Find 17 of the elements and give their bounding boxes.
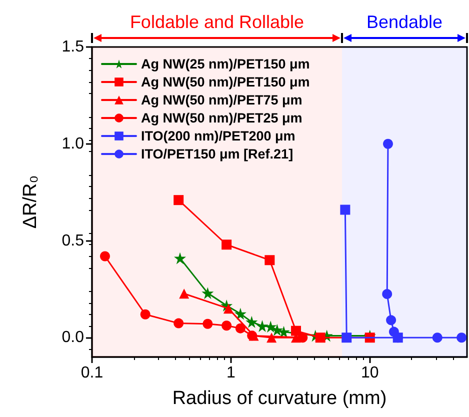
legend-label: Ag NW(50 nm)/PET25 μm xyxy=(141,110,302,126)
x-tick-label: 10 xyxy=(360,364,379,382)
legend-label: Ag NW(25 nm)/PET150 μm xyxy=(141,56,310,72)
y-tick-label: 1.5 xyxy=(62,38,84,56)
legend-label: ITO/PET150 μm [Ref.21] xyxy=(141,146,294,162)
y-tick-label: 1.0 xyxy=(62,135,84,152)
y-tick-label: 0.0 xyxy=(62,329,84,346)
x-axis-title: Radius of curvature (mm) xyxy=(172,388,387,409)
y-tick-label: 0.5 xyxy=(62,232,84,250)
band-label: Bendable xyxy=(366,12,443,32)
legend-label: Ag NW(50 nm)/PET150 μm xyxy=(141,74,310,90)
y-axis-title: ΔR/R₀ xyxy=(20,175,41,229)
x-tick-label: 1 xyxy=(226,364,236,382)
x-tick-label: 0.1 xyxy=(80,364,104,382)
legend-label: ITO(200 nm)/PET200 μm xyxy=(141,128,296,144)
legend-label: Ag NW(50 nm)/PET75 μm xyxy=(141,92,302,108)
band-label: Foldable and Rollable xyxy=(130,12,304,32)
